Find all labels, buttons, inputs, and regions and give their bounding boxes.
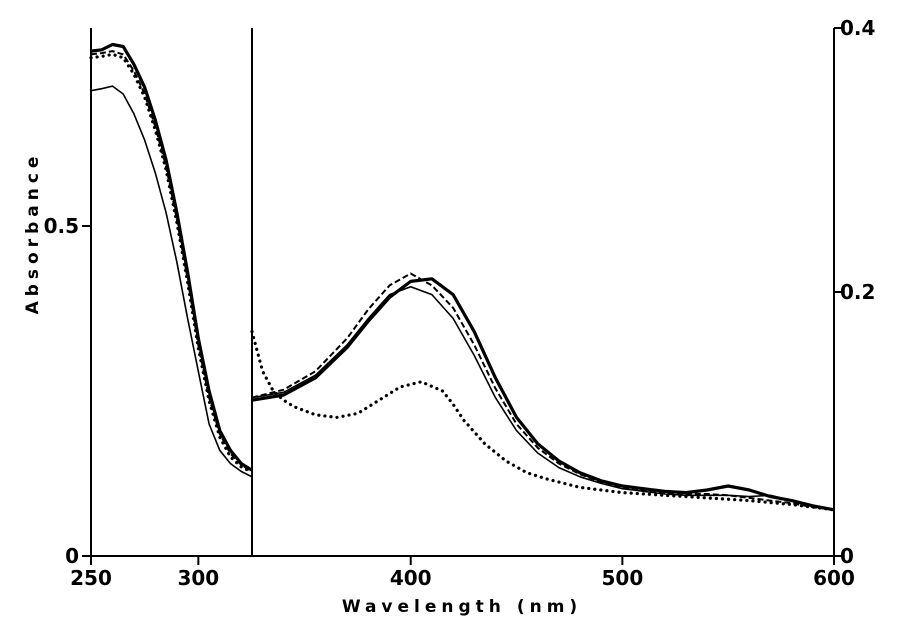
visible-curve-dashed [251,272,835,511]
x-tick-label: 400 [390,566,432,590]
x-tick-label: 500 [601,566,643,590]
axes [90,28,835,557]
visible-curve-solid-thick [251,277,835,512]
left-y-tick-label: 0.5 [44,214,79,238]
x-tick-label: 250 [70,566,112,590]
visible-curve-solid-thin [251,285,835,511]
left-y-tick-label: 0 [65,544,79,568]
uv-curve-dashed [90,50,253,473]
uv-curve-dotted [89,52,254,474]
right-y-tick-label: 0 [840,544,854,568]
right-y-tick-label: 0.4 [840,16,875,40]
y-axis-title: Absorbance [23,152,43,315]
right-y-tick-label: 0.2 [840,280,875,304]
x-axis-title: Wavelength (nm) [342,597,582,617]
x-tick-label: 600 [813,566,855,590]
x-tick-label: 300 [177,566,219,590]
spectrum-curves [89,42,836,512]
uv-curve-solid-thick [90,42,253,472]
visible-curve-dotted [250,330,836,512]
uv-curve-solid-thin [90,85,253,478]
